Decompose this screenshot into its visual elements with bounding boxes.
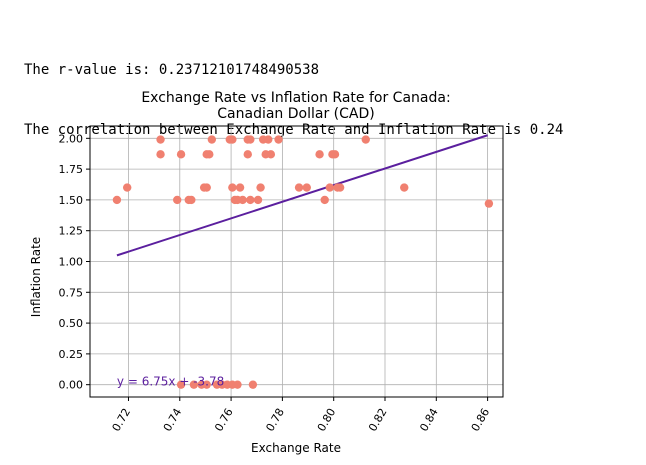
data-point — [256, 183, 265, 192]
data-point — [202, 380, 211, 389]
chart-title-line: Canadian Dollar (CAD) — [217, 106, 374, 122]
data-point — [176, 150, 186, 159]
x-tick-label: 0.78 — [263, 406, 287, 434]
data-point — [228, 135, 237, 144]
data-point — [205, 150, 214, 159]
data-point — [266, 150, 276, 159]
y-tick-label: 0.25 — [59, 348, 84, 361]
regression-line-group — [116, 134, 488, 257]
x-tick-label: 0.74 — [161, 406, 185, 434]
data-point — [112, 195, 122, 205]
regression-equation: y = 6.75x + -3.78 — [117, 375, 224, 389]
data-point — [228, 183, 237, 192]
chart-title: Exchange Rate vs Inflation Rate for Cana… — [141, 90, 450, 122]
y-tick-label: 0.75 — [59, 286, 84, 299]
x-tick-label: 0.76 — [212, 406, 236, 434]
data-point — [246, 135, 255, 144]
data-point — [173, 195, 182, 205]
y-axis-ticks: 0.00 0.25 0.50 0.75 1.00 1.25 1.50 1.75 2.00 — [59, 132, 90, 392]
y-axis-label: Inflation Rate — [29, 237, 43, 317]
x-tick-label: 0.84 — [417, 406, 441, 434]
x-tick-label: 0.86 — [469, 406, 493, 434]
data-point — [156, 150, 165, 159]
data-point — [294, 183, 304, 192]
y-tick-label: 1.25 — [59, 225, 84, 238]
data-point — [243, 150, 252, 159]
x-tick-label: 0.80 — [315, 406, 339, 434]
x-tick-label: 0.82 — [366, 406, 390, 434]
data-point — [400, 183, 409, 192]
data-point — [233, 380, 242, 389]
y-tick-label: 2.00 — [59, 132, 84, 145]
data-point — [484, 199, 494, 208]
data-point — [238, 195, 247, 205]
y-tick-label: 1.00 — [59, 256, 84, 269]
x-axis-label: Exchange Rate — [251, 441, 341, 455]
chart-title-line: Exchange Rate vs Inflation Rate for Cana… — [141, 90, 450, 106]
y-tick-label: 0.50 — [59, 317, 84, 330]
data-point — [315, 150, 324, 159]
data-point — [187, 195, 196, 205]
data-point — [207, 135, 217, 144]
data-point — [235, 183, 245, 192]
y-tick-label: 1.75 — [59, 163, 84, 176]
data-point — [122, 183, 132, 192]
data-point — [264, 135, 273, 144]
data-point — [302, 183, 311, 192]
data-point — [202, 183, 211, 192]
data-point — [248, 380, 258, 389]
y-tick-label: 0.00 — [59, 379, 84, 392]
data-point — [335, 183, 345, 192]
grid-lines — [90, 126, 503, 397]
y-tick-label: 1.50 — [59, 194, 84, 207]
regression-line — [116, 134, 488, 257]
data-point — [246, 195, 255, 205]
data-points — [112, 135, 494, 389]
r-value-line: The r-value is: 0.23712101748490538 — [24, 62, 320, 78]
data-point — [325, 183, 335, 192]
data-point — [156, 135, 165, 144]
data-point — [189, 380, 199, 389]
x-axis-ticks: 0.72 0.74 0.76 0.78 0.80 0.82 0.84 0.86 — [110, 397, 493, 434]
data-point — [361, 135, 370, 144]
data-point — [330, 150, 340, 159]
data-point — [253, 195, 263, 205]
x-tick-label: 0.72 — [110, 406, 134, 434]
data-point — [320, 195, 329, 205]
annotation-group: y = 6.75x + -3.78 — [117, 375, 224, 389]
data-point — [176, 380, 186, 389]
data-point — [274, 135, 283, 144]
